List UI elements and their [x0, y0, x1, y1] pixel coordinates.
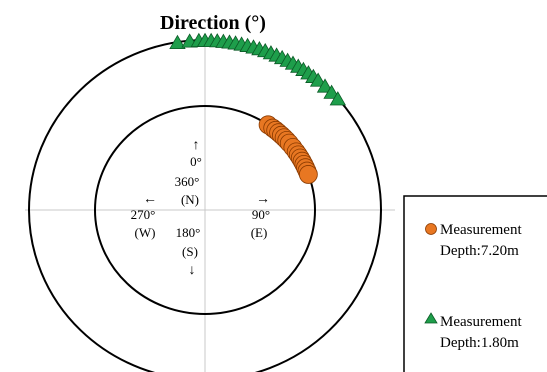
north-degree-360: 360°	[175, 174, 200, 189]
east-arrow: →	[256, 192, 270, 207]
legend-marker-circle	[425, 223, 437, 235]
data-point-depth-1-80m	[329, 91, 347, 106]
north-arrow: ↑	[193, 138, 200, 153]
series-depth-1-80m	[169, 32, 347, 106]
data-point-depth-7-20m	[298, 165, 318, 184]
south-degree: 180°	[176, 225, 201, 240]
data-point-depth-1-80m	[169, 34, 186, 49]
inner-ring	[94, 105, 316, 315]
legend: Measurement Depth:7.20m Measurement Dept…	[403, 195, 547, 372]
legend-label-outer-line2: Depth:1.80m	[440, 335, 519, 351]
north-degree-0: 0°	[190, 154, 202, 169]
legend-label-inner-line1: Measurement	[440, 222, 522, 238]
north-abbr: (N)	[181, 192, 199, 207]
legend-label-inner-line2: Depth:7.20m	[440, 243, 519, 259]
data-point-depth-1-80m	[323, 84, 340, 99]
east-abbr: (E)	[251, 225, 268, 240]
compass-labels: ↑ 0° 360° (N) → 90° (E) ← 270° (W) 180° …	[131, 138, 270, 278]
data-point-depth-1-80m	[316, 78, 334, 93]
west-arrow: ←	[143, 192, 157, 207]
data-point-depth-1-80m	[309, 72, 327, 87]
south-arrow: ↓	[189, 263, 196, 278]
south-abbr: (S)	[182, 244, 198, 259]
east-degree: 90°	[252, 207, 270, 222]
legend-marker-triangle	[424, 312, 438, 324]
series-depth-7-20m	[258, 115, 318, 184]
west-abbr: (W)	[135, 225, 156, 240]
legend-label-outer-line1: Measurement	[440, 314, 522, 330]
west-degree: 270°	[131, 207, 156, 222]
chart-title: Direction (°)	[160, 12, 266, 34]
